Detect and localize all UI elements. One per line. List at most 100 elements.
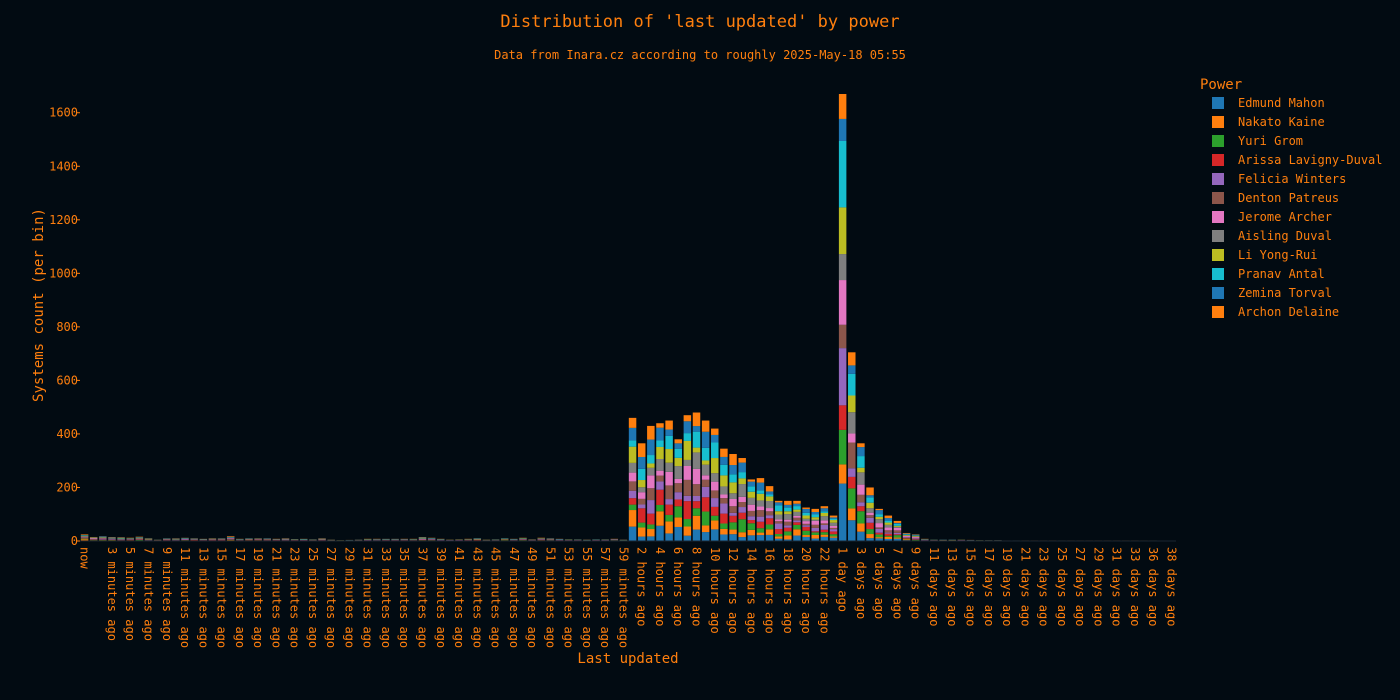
bar-segment: [226, 536, 235, 537]
x-tick-label: 21 minutes ago: [269, 547, 283, 648]
bar-segment: [647, 488, 655, 501]
bar-segment: [875, 528, 883, 533]
y-tick-label: 1000: [49, 266, 78, 280]
y-ticks: 0 200 400 600 800 1000 1200 1400 1600: [49, 106, 80, 548]
bar-segment: [765, 515, 774, 519]
legend-label: Denton Patreus: [1238, 191, 1339, 205]
bar-segment: [656, 459, 664, 471]
bar-segment: [674, 526, 682, 541]
bar-segment: [884, 536, 893, 539]
bar-segment: [793, 509, 801, 512]
y-tick-label: 1200: [49, 213, 78, 227]
x-tick-label: 12 hours ago: [726, 547, 740, 634]
bar-segment: [637, 536, 646, 541]
bar-segment: [866, 534, 874, 539]
bar-segment: [665, 462, 673, 472]
bar-segment: [884, 515, 893, 519]
bar-segment: [765, 491, 774, 495]
bar-segment: [701, 431, 710, 448]
bar-segment: [665, 514, 673, 522]
bar-segment: [701, 497, 710, 512]
bar-segment: [720, 494, 728, 499]
x-ticks: now 3 minutes ago 5 minutes ago 7 minutes a…: [78, 547, 1179, 648]
x-tick-label: 59 minutes ago: [616, 547, 630, 648]
y-tick-label: 400: [56, 427, 78, 441]
bar-segment: [674, 439, 682, 444]
bar-segment: [637, 508, 646, 523]
bar-segment: [848, 468, 856, 477]
bar-segment: [875, 516, 883, 520]
bar-segment: [711, 529, 719, 541]
bar-segment: [848, 365, 856, 374]
bar-segment: [802, 526, 810, 531]
bar-segment: [784, 531, 792, 536]
bar-segment: [701, 486, 710, 498]
bar-segment: [720, 475, 728, 487]
bar-segment: [738, 512, 746, 520]
bar-segment: [80, 535, 89, 537]
bar-segment: [756, 510, 765, 517]
bar-segment: [665, 420, 673, 430]
bar-segment: [738, 496, 746, 503]
bar-segment: [683, 459, 692, 466]
bar-segment: [911, 539, 920, 540]
bar-segment: [720, 523, 728, 529]
bar-segment: [656, 440, 664, 447]
x-tick-label: 23 minutes ago: [288, 547, 302, 648]
bar-segment: [793, 503, 801, 507]
bar-segment: [80, 539, 89, 541]
bar-segment: [692, 447, 701, 453]
legend-label: Edmund Mahon: [1238, 96, 1325, 110]
bar-segment: [802, 515, 810, 519]
bar-segment: [665, 449, 673, 463]
x-tick-label: 25 days ago: [1055, 547, 1069, 626]
bar-segment: [647, 467, 655, 476]
bar-segment: [665, 429, 673, 436]
bar-segment: [756, 493, 765, 501]
bar-segment: [820, 536, 829, 541]
x-tick-label: 7 minutes ago: [142, 547, 156, 641]
bar-segment: [838, 464, 847, 484]
bar-segment: [884, 538, 893, 541]
bar-segment: [893, 534, 902, 536]
bar-segment: [838, 429, 847, 465]
bar-segment: [911, 535, 920, 537]
bar-segment: [674, 506, 682, 518]
bar-segment: [656, 489, 664, 505]
chart-title: Distribution of 'last updated' by power: [500, 12, 899, 32]
bar-segment: [647, 500, 655, 514]
x-tick-label: 14 hours ago: [744, 547, 758, 634]
bar-segment: [911, 538, 920, 540]
bar-segment: [829, 534, 838, 537]
bar-segment: [628, 472, 637, 482]
x-axis-label: Last updated: [577, 651, 678, 667]
bar-segment: [674, 478, 682, 484]
bar-segment: [893, 523, 902, 526]
bar-segment: [729, 454, 737, 466]
bar-segment: [829, 531, 838, 535]
x-tick-label: 23 days ago: [1037, 547, 1051, 626]
bar-segment: [701, 511, 710, 526]
bar-segment: [774, 505, 783, 512]
bar-segment: [729, 522, 737, 530]
bar-segment: [765, 511, 774, 516]
bar-segment: [747, 520, 756, 524]
bar-segment: [720, 498, 728, 504]
bar-segment: [665, 485, 673, 500]
x-tick-label: 45 minutes ago: [489, 547, 503, 648]
bar-segment: [647, 463, 655, 468]
bar-segment: [674, 517, 682, 527]
bar-segment: [711, 481, 719, 491]
bar-segment: [80, 534, 89, 535]
bar-segment: [838, 280, 847, 325]
bar-segment: [811, 534, 819, 539]
bar-segment: [720, 513, 728, 524]
bar-segment: [756, 500, 765, 507]
bar-segment: [774, 538, 783, 541]
bar-segment: [811, 531, 819, 533]
bar-segment: [793, 515, 801, 518]
bar-segment: [674, 499, 682, 507]
bar-segment: [701, 479, 710, 487]
legend-swatch: [1212, 173, 1224, 185]
bar-segment: [911, 537, 920, 539]
